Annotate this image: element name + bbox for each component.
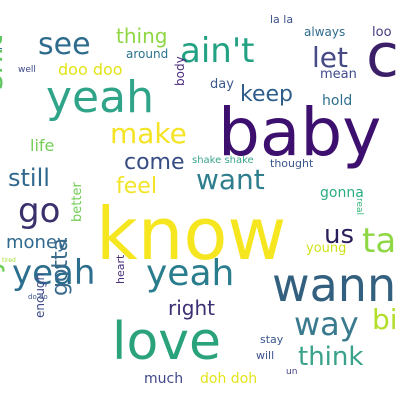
word-feel: feel — [116, 174, 157, 199]
word-pull: pull — [0, 29, 3, 50]
word-thought: thought — [270, 157, 314, 170]
word-yeah-top: yeah — [46, 72, 154, 123]
word-make: make — [110, 117, 187, 150]
word-better: better — [70, 182, 85, 222]
word-c: c — [366, 21, 399, 91]
word-will: will — [256, 349, 275, 362]
word-us: us — [324, 220, 355, 250]
word-yeah-mid: yeah — [146, 253, 235, 294]
word-la-la: la la — [270, 13, 294, 26]
word-always: always — [304, 25, 346, 39]
word-bi: bi — [372, 303, 398, 336]
word-thing: thing — [116, 24, 168, 48]
word-body: body — [173, 56, 187, 86]
word-around: around — [126, 47, 169, 61]
word-know: know — [96, 192, 287, 276]
word-still: still — [8, 164, 50, 192]
word-keep: keep — [240, 82, 293, 107]
word-gotta: gotta — [48, 237, 73, 296]
word-think: think — [298, 342, 364, 372]
word-real: real — [354, 198, 364, 216]
word-small-tired: tired — [2, 257, 16, 264]
word-gonna: gonna — [320, 185, 364, 201]
word-un: un — [286, 367, 298, 377]
word-doo-doo: doo doo — [58, 60, 123, 79]
word-ta: ta — [362, 221, 397, 261]
word-love: love — [112, 312, 222, 372]
word-right: right — [168, 296, 215, 320]
word-aint: ain't — [180, 31, 255, 71]
word-yeah-left: yeah — [12, 253, 96, 293]
word-wann: wann — [272, 258, 397, 312]
word-doh-doh: doh doh — [200, 371, 258, 387]
word-day: day — [210, 77, 234, 92]
word-money: money — [6, 232, 68, 253]
word-see: see — [38, 27, 91, 62]
word-young: young — [306, 241, 347, 256]
word-shake-shake: shake shake — [192, 155, 254, 166]
word-want: want — [196, 163, 265, 196]
word-much: much — [144, 371, 184, 387]
word-hold: hold — [322, 93, 353, 109]
word-let: let — [312, 41, 348, 74]
word-go: go — [18, 191, 61, 231]
word-small-do: do do — [28, 293, 48, 301]
word-loo: loo — [372, 25, 392, 40]
word-baby: baby — [218, 94, 382, 171]
word-way: way — [294, 305, 359, 343]
word-life: life — [30, 136, 55, 155]
word-heart: heart — [114, 254, 127, 284]
word-mean: mean — [320, 67, 357, 82]
word-well: well — [18, 65, 36, 75]
word-stay: stay — [260, 333, 284, 346]
word-come: come — [124, 150, 185, 175]
